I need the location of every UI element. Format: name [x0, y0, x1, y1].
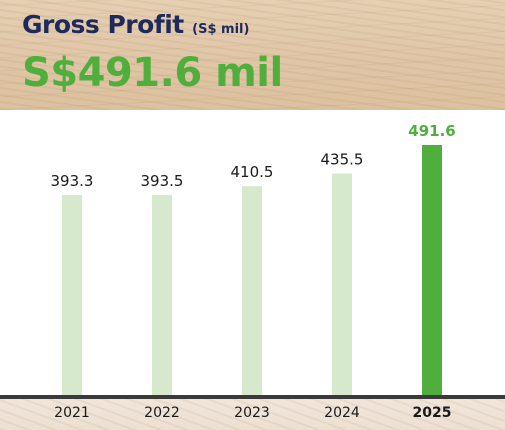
bar-2021	[62, 194, 82, 395]
chart-unit: (S$ mil)	[192, 22, 250, 37]
chart-title-row: Gross Profit (S$ mil)	[22, 10, 249, 39]
header-banner: Gross Profit (S$ mil) S$491.6 mil	[0, 0, 505, 110]
footer-band	[0, 396, 505, 430]
bar-2022	[152, 194, 172, 395]
value-label-2022: 393.5	[141, 172, 184, 190]
x-axis-baseline	[0, 395, 505, 399]
value-label-2024: 435.5	[321, 151, 364, 169]
value-label-2021: 393.3	[51, 172, 94, 190]
value-label-2023: 410.5	[231, 163, 274, 181]
x-tick-2025: 2025	[413, 405, 452, 421]
bar-2024	[332, 173, 352, 395]
value-label-2025: 491.6	[408, 122, 455, 140]
x-tick-2023: 2023	[234, 405, 270, 421]
bar-2025	[422, 145, 442, 395]
x-tick-2021: 2021	[54, 405, 90, 421]
headline-value: S$491.6 mil	[22, 50, 283, 96]
bar-2023	[242, 186, 262, 395]
x-tick-2022: 2022	[144, 405, 180, 421]
x-tick-2024: 2024	[324, 405, 360, 421]
chart-title: Gross Profit	[22, 10, 184, 39]
